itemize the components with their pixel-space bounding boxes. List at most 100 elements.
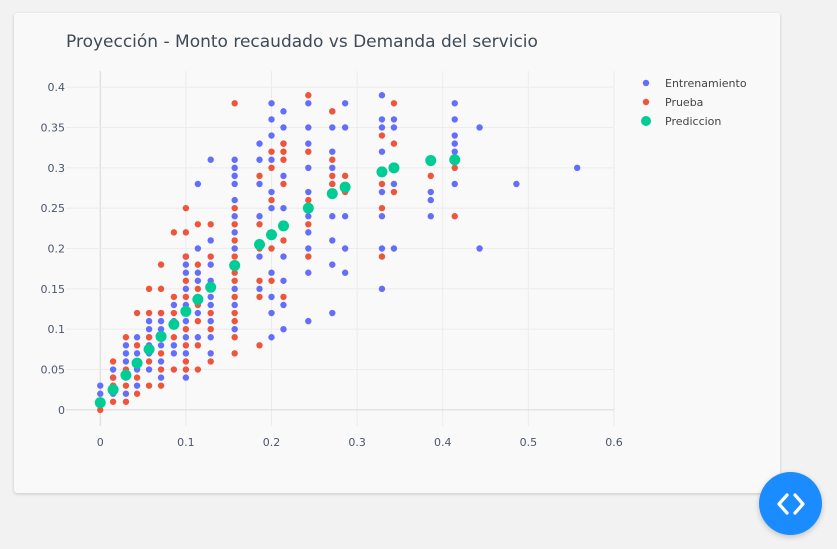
data-point-entrenamiento[interactable] xyxy=(451,100,458,107)
data-point-prueba[interactable] xyxy=(305,148,312,155)
data-point-prueba[interactable] xyxy=(256,221,263,228)
data-points[interactable] xyxy=(94,92,581,414)
data-point-prueba[interactable] xyxy=(231,237,238,244)
data-point-entrenamiento[interactable] xyxy=(280,253,287,260)
data-point-entrenamiento[interactable] xyxy=(207,261,214,268)
data-point-entrenamiento[interactable] xyxy=(341,124,349,131)
data-point-prueba[interactable] xyxy=(109,358,117,365)
data-point-prueba[interactable] xyxy=(305,253,312,260)
data-point-entrenamiento[interactable] xyxy=(305,245,312,252)
data-point-entrenamiento[interactable] xyxy=(341,269,349,276)
data-point-prueba[interactable] xyxy=(122,398,130,405)
data-point-prueba[interactable] xyxy=(157,309,165,317)
data-point-prueba[interactable] xyxy=(280,140,287,147)
data-point-entrenamiento[interactable] xyxy=(170,350,178,357)
data-point-prueba[interactable] xyxy=(182,293,190,301)
data-point-prueba[interactable] xyxy=(329,108,336,115)
data-point-prueba[interactable] xyxy=(378,132,386,139)
data-point-entrenamiento[interactable] xyxy=(122,358,130,365)
data-point-entrenamiento[interactable] xyxy=(97,382,104,389)
data-point-prueba[interactable] xyxy=(256,277,263,284)
data-point-prueba[interactable] xyxy=(329,172,336,180)
data-point-entrenamiento[interactable] xyxy=(231,213,238,220)
data-point-prueba[interactable] xyxy=(231,100,238,107)
data-point-prediccion[interactable] xyxy=(277,220,289,232)
data-point-prueba[interactable] xyxy=(390,100,398,107)
data-point-prueba[interactable] xyxy=(145,382,153,389)
data-point-entrenamiento[interactable] xyxy=(268,309,275,317)
data-point-prueba[interactable] xyxy=(207,309,214,317)
data-point-prediccion[interactable] xyxy=(266,229,277,241)
data-point-prueba[interactable] xyxy=(268,196,275,204)
data-point-prediccion[interactable] xyxy=(168,318,180,330)
data-point-entrenamiento[interactable] xyxy=(145,325,153,333)
data-point-prueba[interactable] xyxy=(182,366,190,373)
data-point-entrenamiento[interactable] xyxy=(256,140,263,147)
data-point-entrenamiento[interactable] xyxy=(280,108,287,115)
data-point-prueba[interactable] xyxy=(390,188,398,196)
data-point-prediccion[interactable] xyxy=(155,330,167,342)
data-point-prueba[interactable] xyxy=(378,180,386,188)
data-point-prueba[interactable] xyxy=(268,277,275,284)
data-point-entrenamiento[interactable] xyxy=(145,366,153,373)
data-point-prediccion[interactable] xyxy=(131,357,143,369)
data-point-entrenamiento[interactable] xyxy=(207,350,214,357)
data-point-entrenamiento[interactable] xyxy=(157,325,165,333)
data-point-entrenamiento[interactable] xyxy=(280,204,287,212)
data-point-entrenamiento[interactable] xyxy=(427,188,434,196)
data-point-prueba[interactable] xyxy=(451,213,458,220)
data-point-entrenamiento[interactable] xyxy=(378,92,386,99)
data-point-prueba[interactable] xyxy=(231,350,238,357)
data-point-entrenamiento[interactable] xyxy=(170,342,178,349)
data-point-prueba[interactable] xyxy=(182,204,190,212)
data-point-prueba[interactable] xyxy=(182,358,190,365)
data-point-prediccion[interactable] xyxy=(192,293,204,305)
data-point-prueba[interactable] xyxy=(109,374,117,381)
data-point-prediccion[interactable] xyxy=(326,188,338,200)
data-point-entrenamiento[interactable] xyxy=(305,164,312,172)
data-point-prueba[interactable] xyxy=(122,382,130,389)
data-point-entrenamiento[interactable] xyxy=(341,213,349,220)
data-point-prueba[interactable] xyxy=(182,325,190,333)
data-point-entrenamiento[interactable] xyxy=(194,277,202,284)
data-point-entrenamiento[interactable] xyxy=(170,301,178,309)
data-point-prueba[interactable] xyxy=(427,172,434,180)
data-point-prueba[interactable] xyxy=(157,261,165,268)
data-point-entrenamiento[interactable] xyxy=(268,156,275,163)
data-point-entrenamiento[interactable] xyxy=(451,116,458,123)
data-point-entrenamiento[interactable] xyxy=(231,172,238,180)
data-point-entrenamiento[interactable] xyxy=(305,229,312,236)
data-point-prediccion[interactable] xyxy=(302,202,314,214)
data-point-entrenamiento[interactable] xyxy=(341,100,349,107)
data-point-prueba[interactable] xyxy=(133,374,141,381)
data-point-entrenamiento[interactable] xyxy=(97,390,104,397)
data-point-entrenamiento[interactable] xyxy=(305,213,312,220)
data-point-prueba[interactable] xyxy=(122,334,130,341)
data-point-prueba[interactable] xyxy=(170,229,178,236)
data-point-prueba[interactable] xyxy=(157,285,165,293)
data-point-entrenamiento[interactable] xyxy=(256,180,263,188)
data-point-entrenamiento[interactable] xyxy=(182,285,190,293)
data-point-entrenamiento[interactable] xyxy=(145,317,153,325)
data-point-prediccion[interactable] xyxy=(107,384,119,396)
data-point-prueba[interactable] xyxy=(305,196,312,204)
data-point-entrenamiento[interactable] xyxy=(194,269,202,276)
legend-item-prediccion[interactable]: Prediccion xyxy=(641,115,721,128)
data-point-prediccion[interactable] xyxy=(449,154,461,166)
data-point-entrenamiento[interactable] xyxy=(133,382,141,389)
data-point-prueba[interactable] xyxy=(97,406,104,414)
data-point-prueba[interactable] xyxy=(280,180,287,188)
data-point-entrenamiento[interactable] xyxy=(157,317,165,325)
data-point-entrenamiento[interactable] xyxy=(207,301,214,309)
data-point-entrenamiento[interactable] xyxy=(231,245,238,252)
data-point-entrenamiento[interactable] xyxy=(122,342,130,349)
data-point-entrenamiento[interactable] xyxy=(476,124,483,131)
data-point-prediccion[interactable] xyxy=(120,369,132,381)
data-point-prueba[interactable] xyxy=(231,309,238,317)
data-point-prueba[interactable] xyxy=(133,342,141,349)
data-point-prueba[interactable] xyxy=(378,253,386,260)
data-point-entrenamiento[interactable] xyxy=(268,100,275,107)
data-point-prueba[interactable] xyxy=(256,293,263,301)
data-point-entrenamiento[interactable] xyxy=(305,140,312,147)
data-point-prueba[interactable] xyxy=(268,164,275,172)
